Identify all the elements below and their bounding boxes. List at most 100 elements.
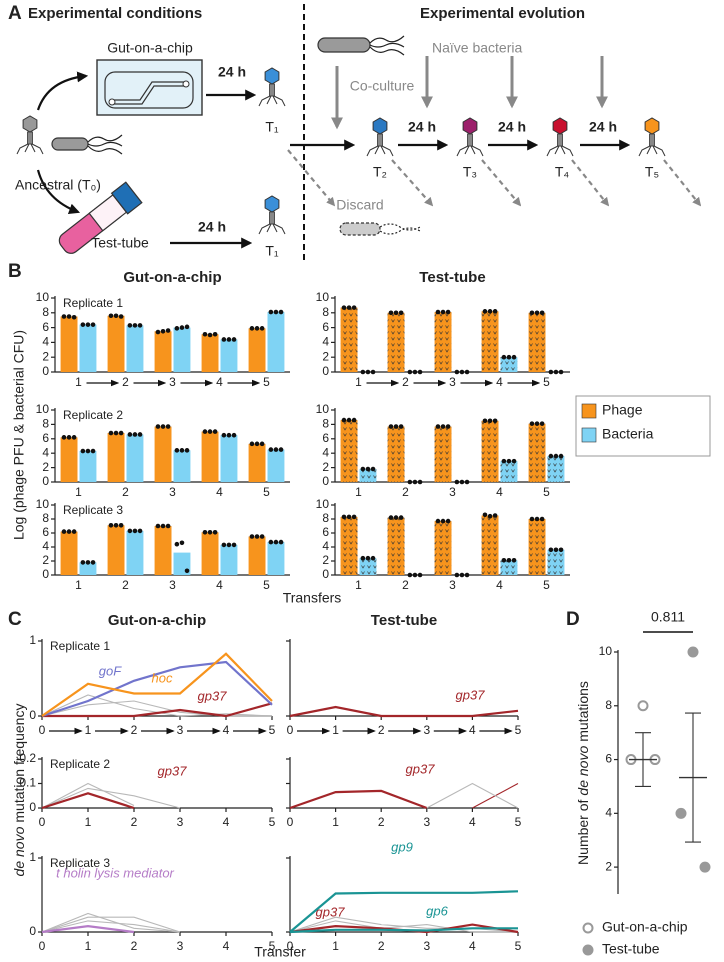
data-point: [675, 807, 687, 819]
phage-label: T₃: [463, 164, 477, 180]
legend-label: Bacteria: [602, 426, 654, 442]
phage-legs: [258, 95, 286, 107]
replicate-point: [90, 560, 96, 565]
bar: [359, 469, 377, 482]
replicate-point: [346, 417, 352, 423]
replicate-point: [249, 326, 255, 331]
bar: [79, 451, 97, 482]
phage-legs: [546, 145, 574, 157]
replicate-point: [445, 518, 451, 524]
error-bar: [635, 732, 651, 787]
replicate-point: [440, 309, 446, 315]
series-line: [289, 890, 519, 933]
x-tick-label: 3: [177, 939, 184, 953]
data-point: [637, 700, 649, 712]
replicate-point: [202, 331, 208, 337]
replicate-point: [80, 448, 86, 454]
x-tick-label: 3: [423, 723, 430, 737]
arrow: [571, 159, 610, 207]
y-tick-label: 8: [322, 417, 329, 431]
replicate-point: [66, 314, 72, 319]
bar: [547, 456, 565, 482]
x-tick-label: 4: [216, 578, 223, 592]
y-tick-label: 0.2: [19, 751, 36, 765]
replicate-point: [127, 528, 133, 534]
x-tick-label: 2: [122, 375, 129, 389]
y-tick-label: 10: [36, 290, 50, 304]
replicate-point: [506, 558, 512, 563]
replicate-point: [85, 448, 91, 454]
x-tick-label: 1: [332, 723, 339, 737]
replicate-point: [132, 528, 138, 534]
chip-port: [108, 98, 116, 106]
replicate-point: [90, 322, 96, 327]
y-axis-title-part: Number of: [575, 799, 591, 864]
legend-label: Phage: [602, 402, 643, 418]
error-bar: [685, 712, 701, 843]
bar: [154, 331, 172, 372]
y-tick-label: 10: [316, 497, 330, 511]
phage-tail: [27, 131, 33, 145]
replicate-point: [61, 435, 67, 440]
bacterium-body: [317, 37, 371, 53]
replicate-point: [506, 354, 512, 360]
replicate-point: [221, 337, 227, 342]
y-tick-label: 0: [29, 924, 36, 938]
replicate-point: [160, 523, 166, 529]
y-tick-label: 10: [599, 644, 613, 658]
replicate-point: [487, 418, 493, 424]
y-tick-label: 0: [29, 708, 36, 722]
replicate-point: [165, 328, 171, 333]
replicate-point: [539, 421, 545, 426]
coculture-label: Co-culture: [350, 78, 415, 94]
bar: [547, 549, 565, 575]
y-tick-label: 1: [29, 633, 36, 647]
x-axis-title: Transfers: [283, 590, 342, 606]
replicate-point: [85, 560, 91, 565]
replicate-point: [66, 435, 72, 440]
bar: [60, 437, 78, 482]
x-tick-label: 3: [169, 578, 176, 592]
bar: [500, 461, 518, 482]
y-tick-label: 2: [605, 859, 612, 873]
background-line: [41, 787, 181, 809]
replicate-point: [212, 530, 218, 535]
replicate-point: [539, 516, 545, 522]
replicate-point: [71, 314, 77, 320]
x-tick-label: 2: [122, 485, 129, 499]
x-tick-label: 0: [39, 815, 46, 829]
replicate-point: [412, 369, 418, 375]
background-line: [41, 920, 181, 933]
replicate-point: [155, 329, 161, 335]
series-label: gp37: [456, 687, 486, 702]
replicate-point: [482, 418, 488, 424]
y-tick-label: 1: [29, 850, 36, 864]
replicate-point: [221, 542, 227, 548]
y-tick-label: 4: [322, 335, 329, 349]
series-label: gp37: [158, 763, 188, 778]
bar: [154, 426, 172, 482]
replicate-point: [273, 447, 279, 452]
y-tick-label: 6: [322, 525, 329, 539]
replicate-point: [155, 424, 161, 429]
x-tick-label: 4: [469, 723, 476, 737]
x-tick-label: 4: [496, 375, 503, 389]
x-tick-label: 4: [223, 939, 230, 953]
replicate-point: [137, 528, 143, 534]
chart-title: Test-tube: [371, 612, 437, 629]
bar: [107, 315, 125, 372]
replicate-point: [132, 323, 138, 328]
replicate-point: [174, 326, 180, 331]
y-axis-title: Number of de novo mutations: [575, 681, 591, 865]
discard-label: Discard: [336, 197, 383, 213]
replicate-point: [553, 453, 559, 459]
y-tick-label: 6: [42, 525, 49, 539]
replicate-point: [370, 555, 376, 561]
bar: [107, 433, 125, 482]
x-tick-label: 5: [263, 578, 270, 592]
bar: [126, 530, 144, 575]
replicate-point: [454, 572, 460, 578]
replicate-point: [398, 515, 404, 520]
phage-label: T₁: [265, 243, 279, 259]
y-axis-title-part: mutation frequency: [11, 704, 27, 823]
